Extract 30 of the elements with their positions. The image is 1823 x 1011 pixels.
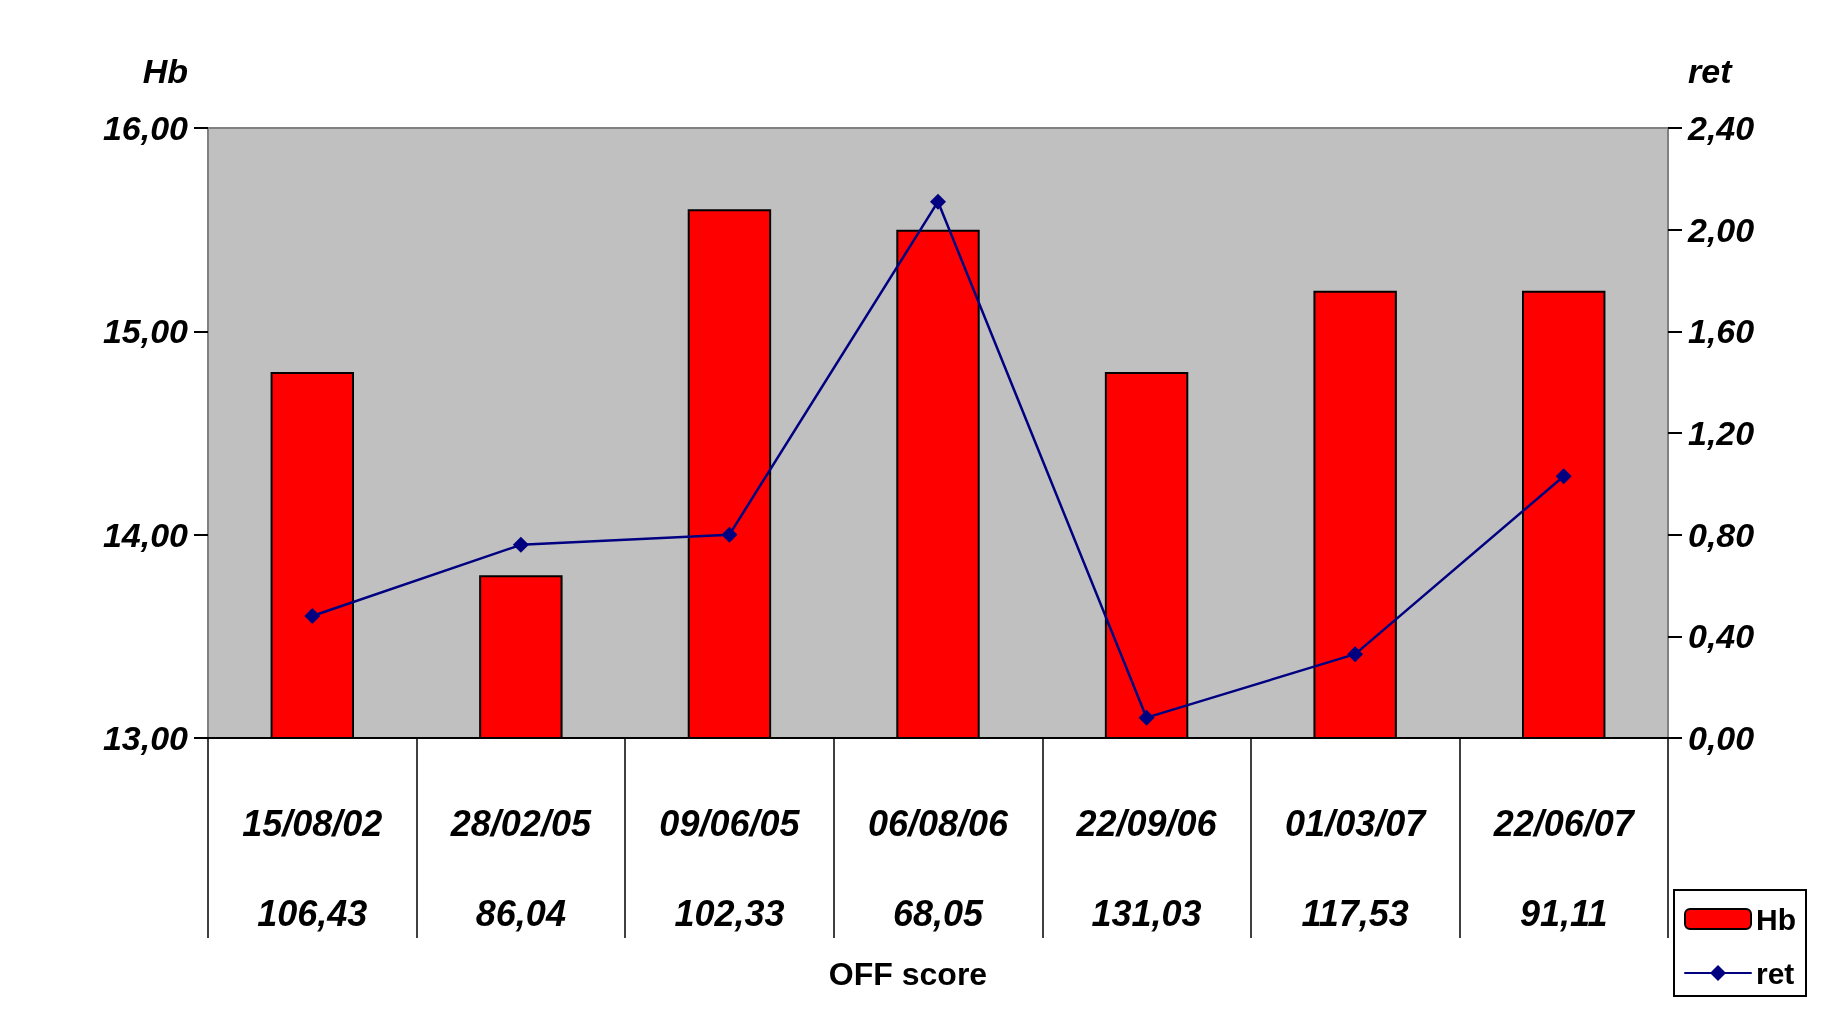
point <box>1347 646 1364 663</box>
y2-tick-label: 0,40 <box>1688 617 1755 656</box>
y2-tick-label: 2,00 <box>1687 210 1755 249</box>
point <box>304 608 321 624</box>
category-label: 28/02/05 86,04 <box>450 802 591 934</box>
y2-tick-label: 1,20 <box>1688 414 1755 452</box>
legend-label: ret <box>1756 956 1795 990</box>
legend-label: Hb <box>1756 902 1797 936</box>
y-tick-label: 16,00 <box>102 109 189 147</box>
text: OFF score <box>828 956 988 992</box>
y2-tick-label: 2,40 <box>1687 109 1755 147</box>
category-label: 09/06/05 102,33 <box>659 802 800 934</box>
point <box>1138 709 1155 726</box>
y2-tick-label: 0,80 <box>1688 515 1755 554</box>
category-label: 06/08/06 68,05 <box>867 802 1009 934</box>
category-label: 22/06/07 91,11 <box>1493 802 1634 934</box>
point <box>721 526 738 543</box>
y-tick-label: 13,00 <box>102 719 189 757</box>
category-label: 15/08/02 106,43 <box>242 802 383 934</box>
y-tick-label: 14,00 <box>102 515 189 554</box>
y2-axis-title: ret <box>1688 52 1734 90</box>
point <box>1555 468 1572 485</box>
y2-tick-label: 1,60 <box>1688 312 1755 351</box>
y-tick-label: 15,00 <box>102 312 189 351</box>
category-label: 22/09/06 131,03 <box>1076 802 1217 934</box>
point <box>512 536 529 553</box>
y-axis-title: Hb <box>142 52 188 90</box>
y2-tick-label: 0,00 <box>1688 719 1755 757</box>
point <box>930 193 946 210</box>
category-label: 01/03/07 117,53 <box>1285 802 1426 934</box>
